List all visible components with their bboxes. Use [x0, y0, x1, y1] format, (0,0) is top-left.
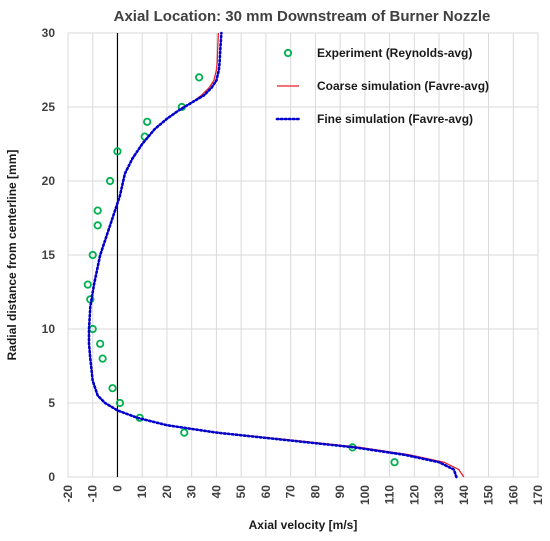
series-layer	[83, 31, 465, 479]
x-tick-label: -20	[61, 485, 75, 503]
y-tick-label: 0	[48, 470, 55, 484]
fine-simulation-line	[87, 31, 458, 479]
grid	[67, 32, 539, 478]
y-tick-label: 10	[42, 322, 56, 336]
x-tick-label: 50	[234, 485, 248, 499]
y-tick-label: 20	[42, 174, 56, 188]
experiment-point	[195, 73, 204, 82]
x-tick-label: 140	[457, 485, 471, 505]
experiment-point	[88, 250, 97, 260]
x-axis-label: Axial velocity [m/s]	[249, 518, 358, 532]
x-tick-label: 110	[383, 485, 397, 505]
x-tick-label: 90	[333, 485, 347, 499]
x-tick-label: 100	[358, 485, 372, 505]
chart-title: Axial Location: 30 mm Downstream of Burn…	[114, 8, 491, 25]
x-tick-label: 80	[308, 485, 322, 499]
x-tick-label: 150	[482, 485, 496, 505]
y-tick-label: 5	[48, 396, 55, 410]
x-tick-label: 70	[284, 485, 298, 499]
x-tick-label: 20	[160, 485, 174, 499]
experiment-point	[180, 428, 189, 437]
experiment-point	[390, 458, 399, 467]
x-tick-label: 170	[531, 485, 545, 505]
x-tick-label: 10	[135, 485, 149, 499]
y-tick-label: 25	[42, 100, 56, 114]
x-tick-label: 160	[506, 485, 520, 505]
x-tick-label: 40	[209, 485, 223, 499]
experiment-point	[108, 384, 117, 393]
experiment-point	[96, 339, 105, 348]
experiment-point	[115, 398, 125, 408]
plot-area	[67, 32, 539, 478]
experiment-point	[83, 280, 92, 289]
experiment-point	[93, 221, 102, 230]
legend-label: Experiment (Reynolds-avg)	[317, 46, 472, 60]
tick-labels: -20 -10 0 10 20 30 40 50 60 70 80 90 100 110 120 130 140…	[42, 26, 545, 505]
x-tick-label: 120	[407, 485, 421, 505]
x-tick-label: -10	[86, 485, 100, 503]
x-tick-label: 130	[432, 485, 446, 505]
x-tick-label: 30	[185, 485, 199, 499]
experiment-point	[143, 117, 152, 126]
x-tick-label: 60	[259, 485, 273, 499]
legend: Experiment (Reynolds-avg) Coarse simulati…	[275, 46, 489, 126]
y-tick-label: 30	[42, 26, 56, 40]
legend-label: Fine simulation (Favre-avg)	[317, 112, 473, 126]
x-tick-label: 0	[110, 485, 124, 492]
y-axis-label: Radial distance from centerline [mm]	[5, 150, 19, 361]
experiment-point	[113, 147, 122, 156]
experiment-point	[93, 206, 102, 215]
legend-marker-experiment	[283, 48, 293, 58]
experiment-point	[105, 176, 115, 186]
y-tick-label: 15	[42, 248, 56, 262]
experiment-point	[98, 354, 107, 363]
legend-label: Coarse simulation (Favre-avg)	[317, 79, 489, 93]
